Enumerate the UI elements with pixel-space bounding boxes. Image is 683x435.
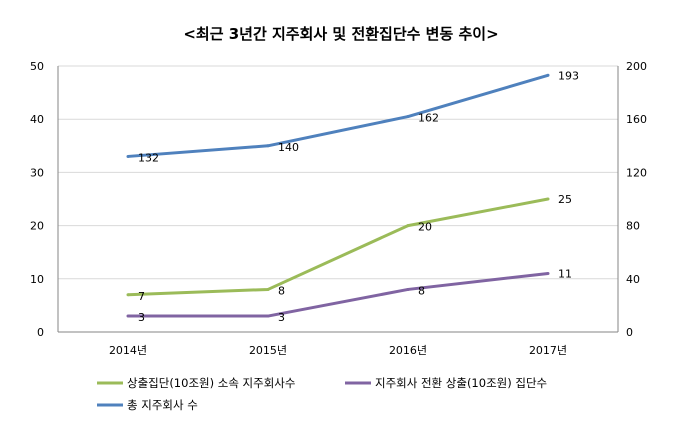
series-line	[127, 197, 549, 297]
data-label: 11	[558, 267, 572, 280]
data-label: 20	[418, 221, 432, 234]
data-label: 193	[558, 69, 579, 82]
chart-title: <최근 3년간 지주회사 및 전환집단수 변동 추이>	[183, 25, 498, 43]
series-line	[128, 271, 549, 318]
data-label: 140	[278, 141, 299, 154]
y-right-tick-label: 200	[626, 60, 647, 73]
data-point	[546, 73, 550, 77]
x-tick-label: 2014년	[109, 344, 147, 357]
y-right-tick-label: 120	[626, 166, 647, 179]
y-right-tick-label: 40	[626, 273, 640, 286]
legend-label: 총 지주회사 수	[127, 398, 198, 412]
data-label: 7	[138, 290, 145, 303]
data-point	[406, 287, 410, 291]
y-right-tick-label: 80	[626, 220, 640, 233]
data-point	[126, 154, 130, 158]
y-left-tick-label: 50	[30, 60, 44, 73]
y-left-tick-label: 20	[30, 220, 44, 233]
data-label: 8	[418, 284, 425, 297]
y-right-tick-label: 0	[626, 326, 633, 339]
data-point	[266, 144, 270, 148]
data-point	[266, 287, 270, 291]
data-label: 3	[138, 311, 145, 324]
axes: 0 10 20 30 40 50 0 40 80 120 160 200 2014년 2015년 2016년…	[30, 60, 647, 357]
data-label: 8	[278, 284, 285, 297]
series-lines: 7 8 20 25 3 3 8 11 132 140 162 193	[126, 69, 579, 324]
data-point	[546, 197, 550, 201]
data-label: 25	[558, 193, 572, 206]
data-label: 3	[278, 311, 285, 324]
data-point	[266, 314, 270, 318]
data-point	[406, 224, 410, 228]
data-point	[406, 115, 410, 119]
y-left-tick-label: 10	[30, 273, 44, 286]
x-tick-label: 2015년	[249, 344, 287, 357]
data-point	[546, 271, 550, 275]
series-line	[127, 73, 549, 158]
legend-label: 상출집단(10조원) 소속 지주회사수	[127, 376, 295, 390]
x-tick-label: 2016년	[389, 344, 427, 357]
y-right-tick-label: 160	[626, 113, 647, 126]
legend-label: 지주회사 전환 상출(10조원) 집단수	[375, 376, 547, 390]
data-point	[126, 293, 130, 297]
data-label: 132	[138, 151, 159, 164]
data-label: 162	[418, 112, 439, 125]
legend: 상출집단(10조원) 소속 지주회사수 지주회사 전환 상출(10조원) 집단수총…	[97, 376, 547, 412]
y-left-tick-label: 0	[37, 326, 44, 339]
gridlines	[58, 65, 618, 333]
data-point	[126, 314, 130, 318]
y-left-tick-label: 30	[30, 166, 44, 179]
y-left-tick-label: 40	[30, 113, 44, 126]
x-tick-label: 2017년	[529, 344, 567, 357]
